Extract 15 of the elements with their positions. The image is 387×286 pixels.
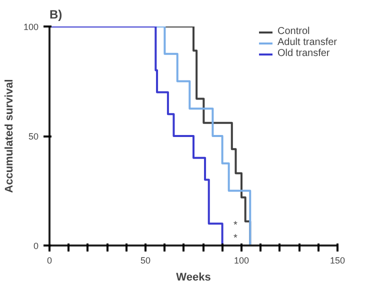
y-axis-title: Accumulated survival [3, 79, 16, 193]
y-tick-label: 100 [23, 22, 39, 32]
y-tick-label: 50 [28, 132, 39, 142]
y-tick-label: 0 [33, 241, 39, 251]
x-tick-label: 50 [140, 256, 151, 266]
x-tick-label: 150 [330, 256, 346, 266]
legend-label: Control [278, 26, 310, 37]
x-tick-label: 100 [234, 256, 250, 266]
annotation: * [234, 233, 238, 244]
legend-label: Adult transfer [278, 37, 337, 48]
x-axis-title: Weeks [176, 272, 211, 284]
x-tick-label: 0 [46, 256, 52, 266]
chart-title: B) [50, 8, 62, 22]
legend-label: Old transfer [278, 48, 330, 59]
annotation: * [234, 220, 238, 231]
